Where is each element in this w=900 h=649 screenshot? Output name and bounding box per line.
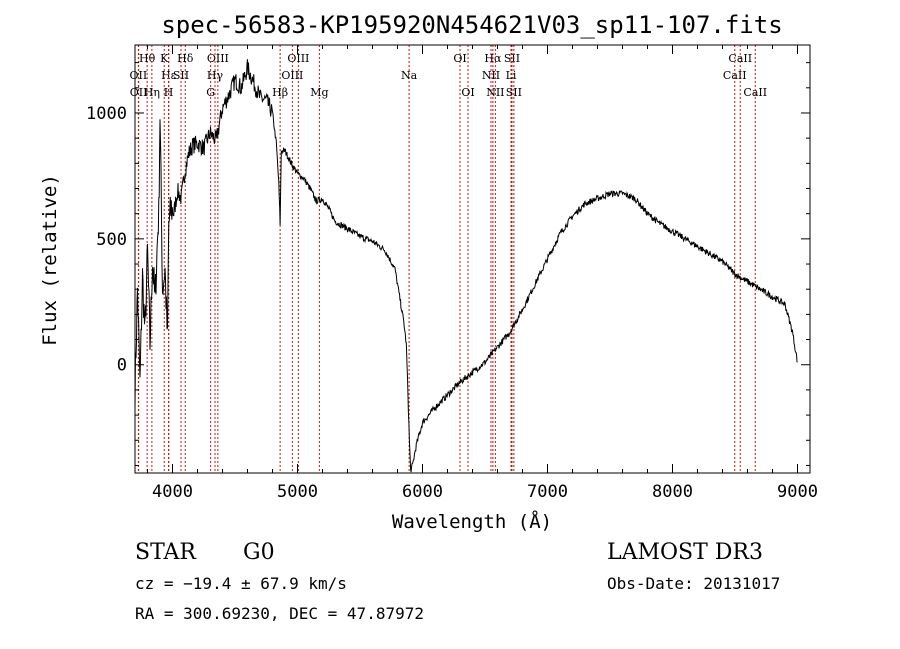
spectrum-chart: spec-56583-KP195920N454621V03_sp11-107.f… bbox=[39, 11, 818, 533]
line-marker-label: OI bbox=[453, 52, 466, 65]
survey-name: LAMOST DR3 bbox=[607, 540, 763, 565]
x-tick-label: 5000 bbox=[277, 482, 318, 502]
x-tick-label: 6000 bbox=[402, 482, 443, 502]
x-tick-label: 4000 bbox=[152, 482, 193, 502]
line-marker-label: OIII bbox=[281, 69, 303, 82]
line-marker-label: K bbox=[160, 52, 169, 65]
y-tick-label: 1000 bbox=[86, 104, 127, 124]
line-marker-label: Mg bbox=[310, 86, 328, 99]
y-tick-label: 0 bbox=[117, 356, 127, 376]
line-marker-label: Hε bbox=[161, 69, 177, 82]
line-marker-label: NII bbox=[482, 69, 500, 82]
object-class: STAR bbox=[135, 540, 196, 565]
spectrum-line bbox=[135, 59, 798, 473]
sky-coordinates: RA = 300.69230, DEC = 47.87972 bbox=[135, 604, 424, 623]
x-axis-label: Wavelength (Å) bbox=[392, 510, 552, 533]
line-marker-label: Hα bbox=[484, 52, 502, 65]
line-marker-label: CaII bbox=[728, 52, 752, 65]
line-marker-label: Na bbox=[401, 69, 418, 82]
redshift-velocity: cz = −19.4 ± 67.9 km/s bbox=[135, 574, 347, 593]
line-marker-label: OI bbox=[461, 86, 474, 99]
x-tick-label: 9000 bbox=[777, 482, 818, 502]
line-marker-label: OII bbox=[130, 86, 148, 99]
line-marker-label: SII bbox=[504, 52, 520, 65]
line-marker-label: Li bbox=[506, 69, 517, 82]
line-marker-label: NII bbox=[486, 86, 504, 99]
line-marker-label: H bbox=[164, 86, 174, 99]
line-marker-label: G bbox=[206, 86, 215, 99]
line-marker-label: Hδ bbox=[177, 52, 194, 65]
x-tick-label: 7000 bbox=[527, 482, 568, 502]
observation-date: Obs-Date: 20131017 bbox=[607, 574, 781, 593]
line-marker-label: SII bbox=[173, 69, 189, 82]
chart-title: spec-56583-KP195920N454621V03_sp11-107.f… bbox=[161, 11, 782, 39]
plot-frame bbox=[134, 44, 811, 474]
line-marker-label: CaII bbox=[723, 69, 747, 82]
y-axis-label: Flux (relative) bbox=[39, 174, 61, 346]
line-marker-label: OIII bbox=[207, 52, 229, 65]
axis-ticks: 4000 5000 6000 7000 8000 9000 0 500 1000 bbox=[86, 45, 818, 502]
line-marker-label: OII bbox=[130, 69, 148, 82]
x-tick-label: 8000 bbox=[652, 482, 693, 502]
line-marker-label: OIII bbox=[287, 52, 309, 65]
line-marker-label: Hγ bbox=[207, 69, 224, 82]
line-marker-label: Hβ bbox=[272, 86, 288, 99]
line-marker-label: CaII bbox=[743, 86, 767, 99]
spectrum-series bbox=[135, 59, 798, 473]
line-marker-label: Hη bbox=[144, 86, 160, 99]
y-tick-label: 500 bbox=[96, 230, 127, 250]
spectral-subclass: G0 bbox=[243, 540, 275, 565]
line-marker-label: Hθ bbox=[139, 52, 156, 65]
line-marker-label: SII bbox=[506, 86, 522, 99]
